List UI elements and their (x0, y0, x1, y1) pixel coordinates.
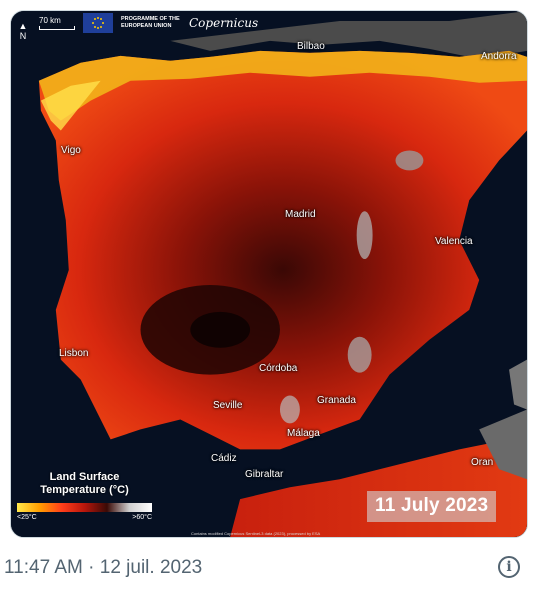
city-label-seville: Seville (213, 400, 243, 411)
city-label-vigo: Vigo (61, 145, 81, 156)
eu-program-label: PROGRAMME OF THE EUROPEAN UNION (121, 16, 180, 29)
city-label-oran: Oran (471, 457, 494, 468)
city-label-lisbon: Lisbon (59, 348, 89, 359)
city-label-andorra: Andorra (481, 51, 517, 62)
north-label: N (19, 31, 27, 41)
city-label-valencia: Valencia (435, 236, 473, 247)
scale-label: 70 km (39, 16, 61, 25)
eu-flag-icon (83, 13, 113, 33)
city-label-granada: Granada (317, 395, 356, 406)
city-label-madrid: Madrid (285, 209, 316, 220)
scale-indicator: 70 km (39, 16, 75, 30)
legend-min-label: <25°C (17, 514, 37, 521)
scale-bar (39, 26, 75, 30)
city-label-gibraltar: Gibraltar (245, 469, 284, 480)
info-icon[interactable]: i (498, 556, 520, 578)
city-label-cadiz: Cádiz (211, 453, 237, 464)
city-label-cordoba: Córdoba (259, 363, 298, 374)
map-credits: Contains modified Copernicus Sentinel-3 … (191, 531, 321, 536)
tweet-media-image[interactable]: 70 km PROGRAMME OF THE EUROPEAN UNION Co… (10, 10, 528, 538)
copernicus-logo: Copernicus (189, 16, 259, 30)
map-header: 70 km PROGRAMME OF THE EUROPEAN UNION Co… (39, 13, 258, 33)
tweet-timestamp[interactable]: 11:47 AM · 12 juil. 2023 (4, 557, 203, 578)
legend: Land Surface Temperature (°C) <25°C >60°… (17, 471, 152, 521)
legend-ticks: <25°C >60°C (17, 514, 152, 521)
north-arrow-icon: ▲ N (18, 21, 28, 41)
city-label-bilbao: Bilbao (297, 41, 325, 52)
legend-max-label: >60°C (132, 514, 152, 521)
city-label-malaga: Málaga (287, 428, 320, 439)
legend-title: Land Surface Temperature (°C) (40, 471, 129, 496)
date-label: 11 July 2023 (367, 491, 497, 522)
legend-colorbar (17, 503, 152, 512)
temperature-map (11, 11, 527, 537)
